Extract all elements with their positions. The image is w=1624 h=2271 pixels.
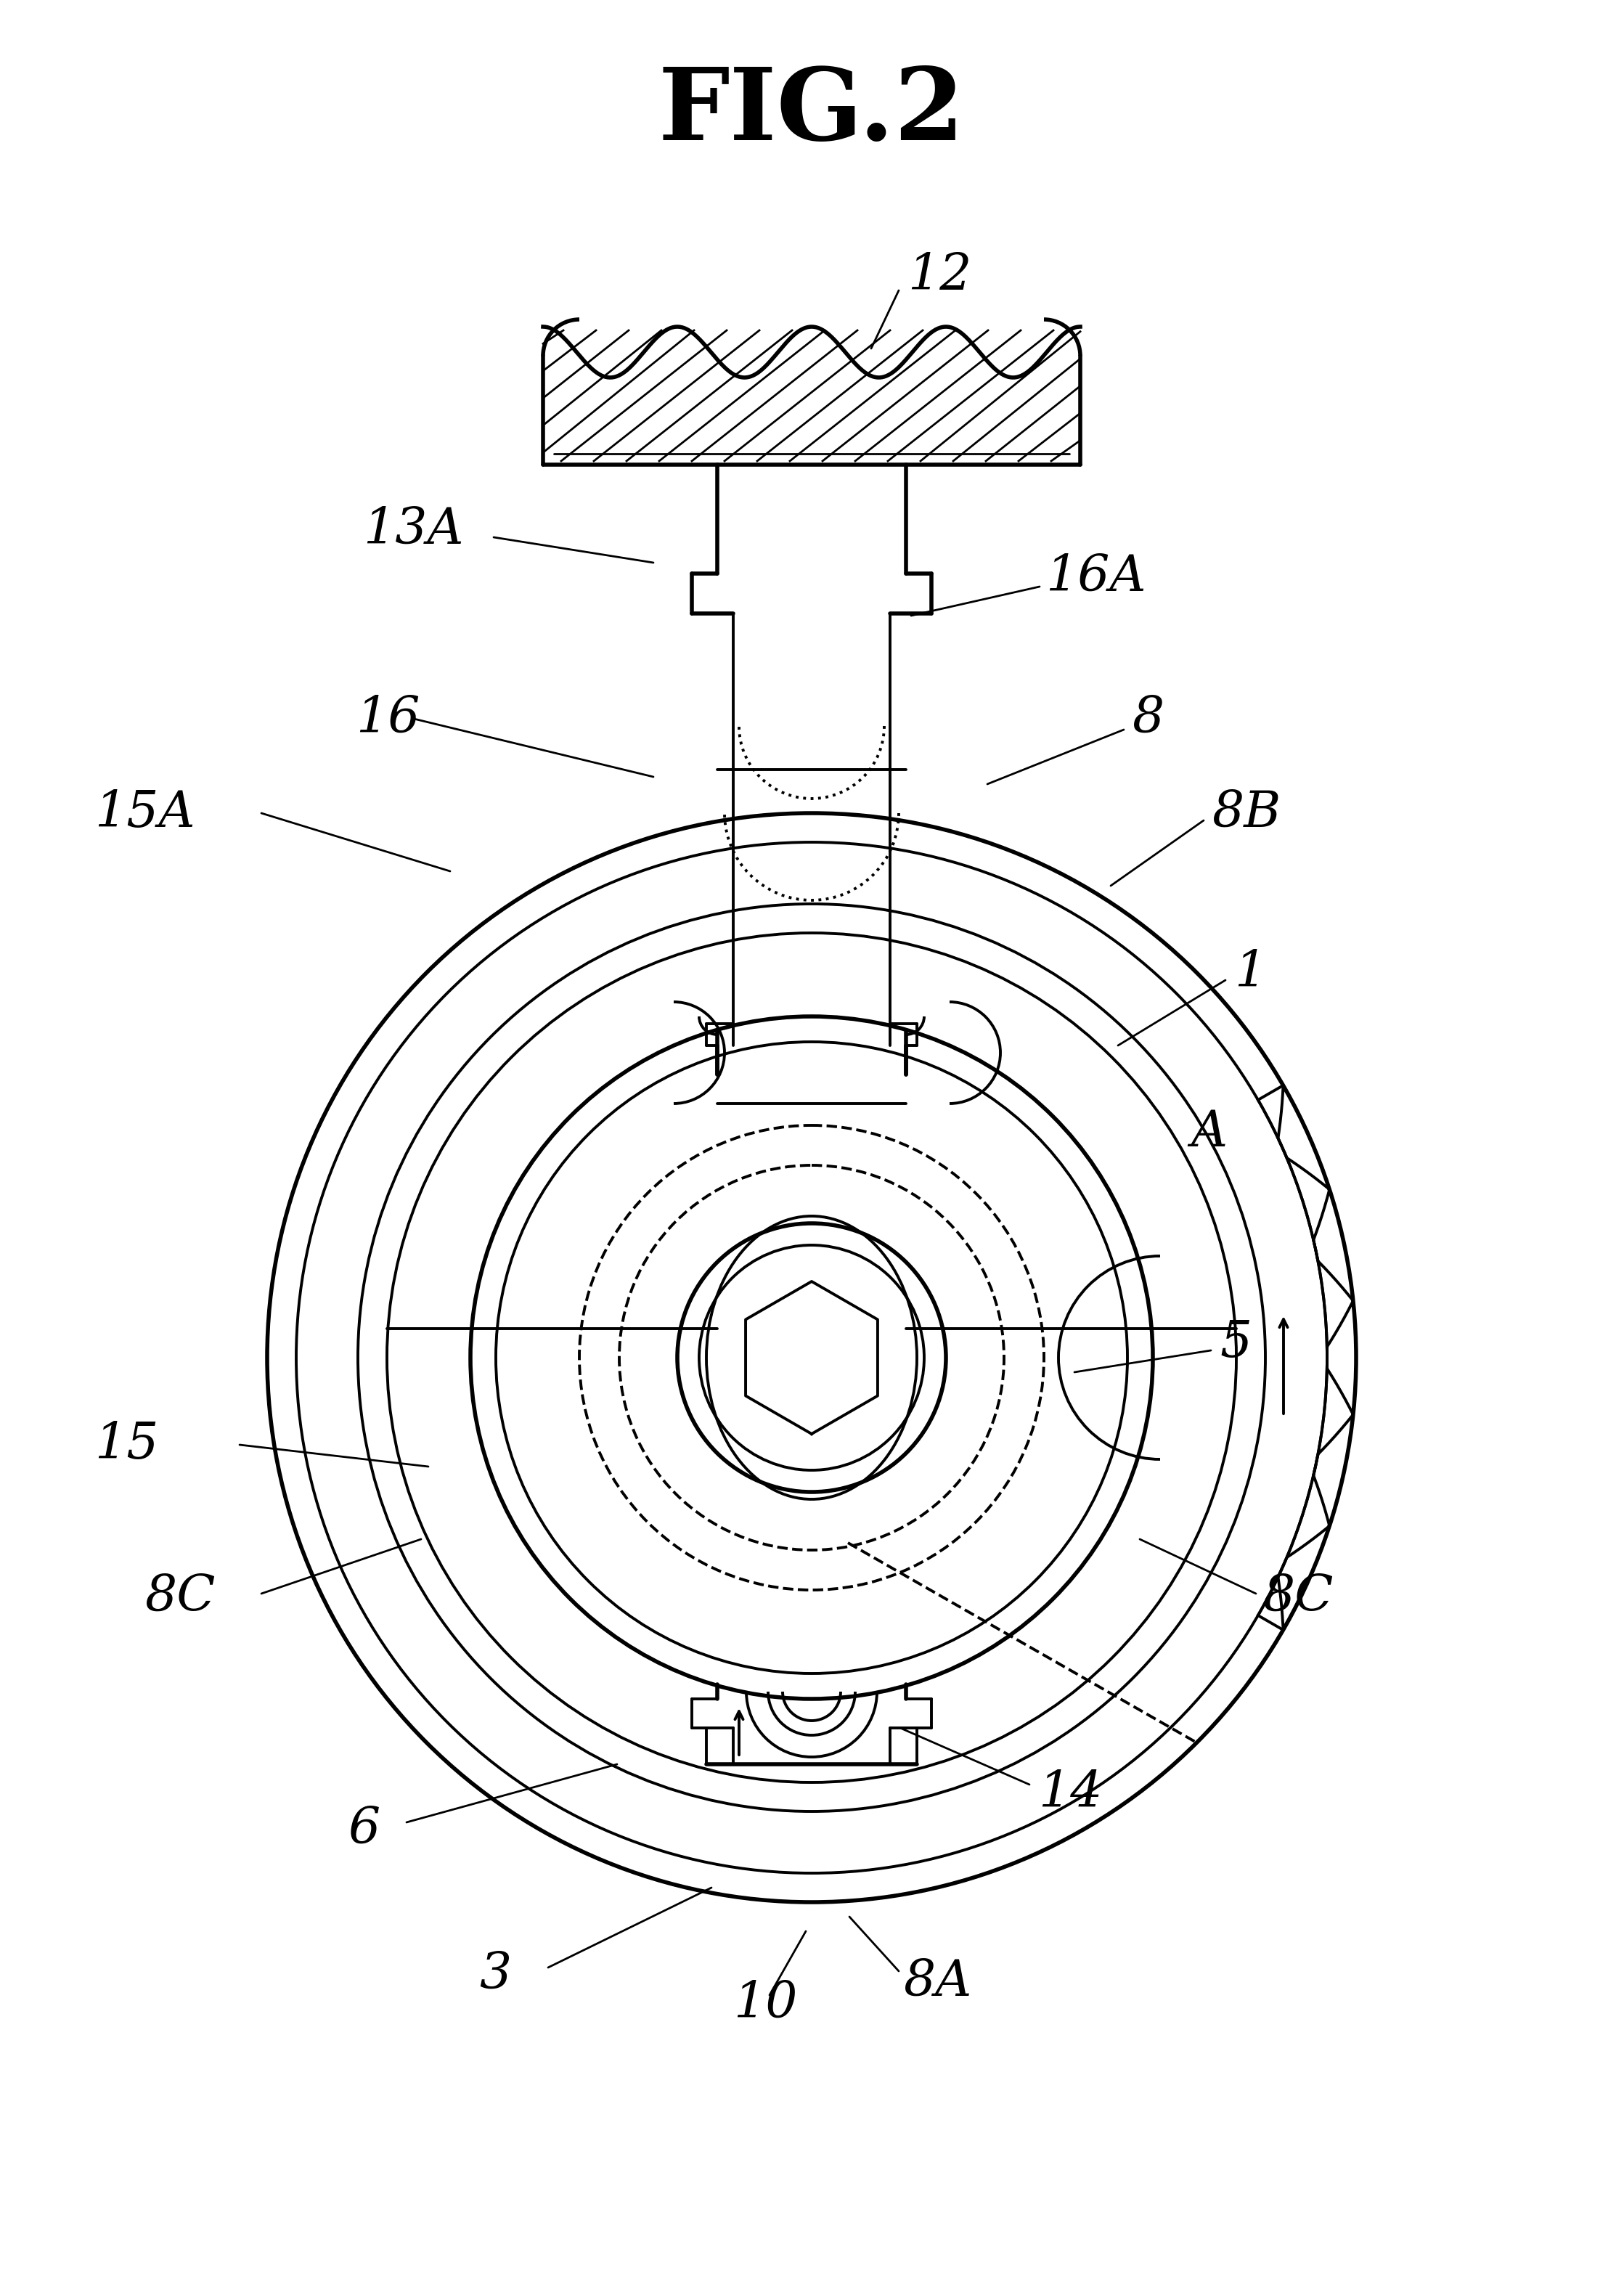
Text: 10: 10 [732, 1980, 797, 2028]
Text: 3: 3 [479, 1951, 512, 1998]
Text: 8C: 8C [1263, 1574, 1333, 1621]
Text: 16: 16 [356, 695, 421, 743]
Text: 8C: 8C [145, 1574, 216, 1621]
Text: 14: 14 [1038, 1769, 1103, 1817]
Text: 15: 15 [94, 1422, 159, 1469]
Text: 16A: 16A [1046, 552, 1147, 602]
Text: A: A [1190, 1108, 1228, 1156]
Text: 5: 5 [1220, 1319, 1252, 1367]
Text: 1: 1 [1234, 949, 1267, 997]
Text: FIG.2: FIG.2 [658, 64, 965, 161]
Text: 12: 12 [908, 252, 971, 300]
Text: 8B: 8B [1213, 788, 1281, 838]
Text: 6: 6 [349, 1805, 380, 1853]
Text: 13A: 13A [364, 506, 464, 554]
Text: 15A: 15A [94, 788, 195, 838]
Text: 8: 8 [1132, 695, 1164, 743]
Text: 8A: 8A [905, 1958, 973, 2005]
